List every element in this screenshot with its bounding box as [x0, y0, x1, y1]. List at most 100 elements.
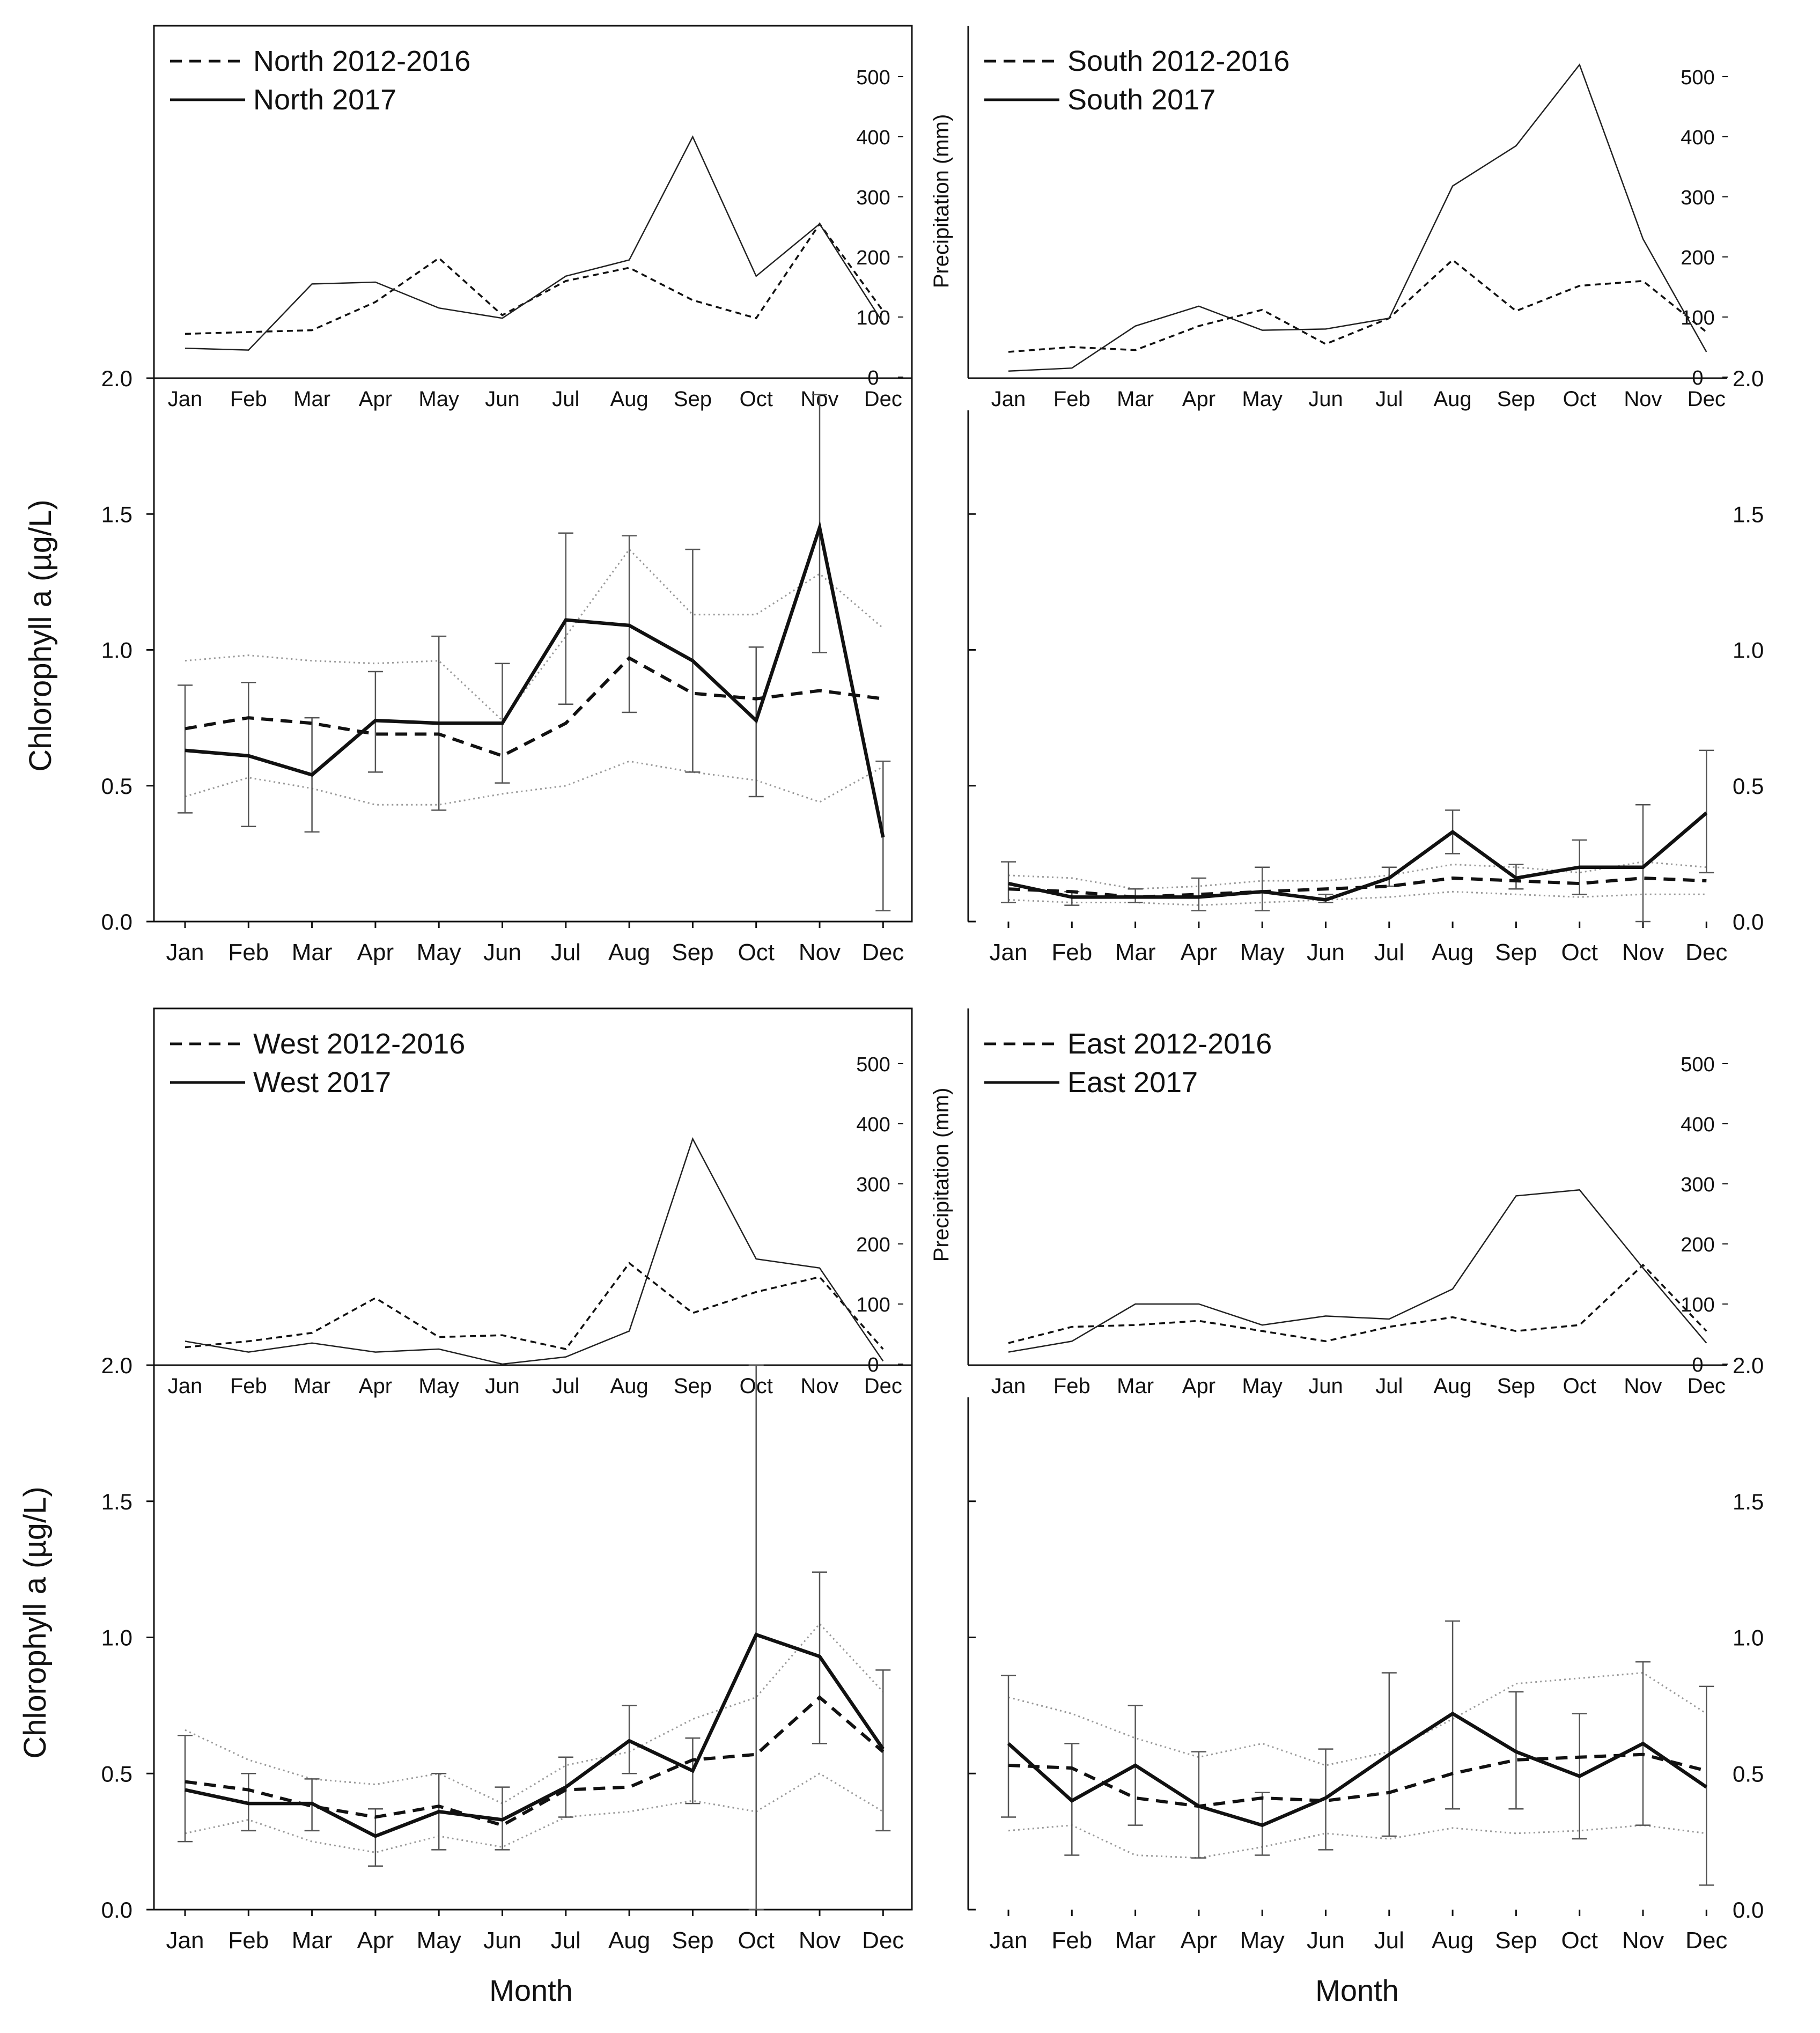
east-precip-xtick-label: Apr [1182, 1374, 1215, 1398]
west-legend-label: West 2012-2016 [253, 1028, 465, 1060]
east-precip-xtick-label: May [1242, 1374, 1283, 1398]
east-precip-xtick-label: Nov [1624, 1374, 1662, 1398]
east-chl-ytick-label: 0.5 [1733, 1761, 1764, 1786]
north-precip-xtick-label: May [418, 387, 459, 411]
west-precip-ytick-label: 500 [856, 1054, 890, 1076]
north-chl-ytick-label: 1.0 [101, 638, 132, 663]
south-precip-xtick-label: Mar [1117, 387, 1154, 411]
west-precip-xtick-label: May [418, 1374, 459, 1398]
west-precip-xtick-label: Jul [552, 1374, 579, 1398]
west-chl-2017-line [185, 1632, 885, 1838]
south-precip-xtick-label: Sep [1497, 387, 1535, 411]
north-precip-ytick-label: 100 [856, 307, 890, 329]
north-precip-ytick-label: 200 [856, 247, 890, 269]
east-chl-xtick-label: Aug [1432, 1927, 1473, 1954]
west-precip-xtick-label: Apr [359, 1374, 392, 1398]
east-precip-xtick-label: Oct [1563, 1374, 1596, 1398]
west-chl-xtick-label: Jul [551, 1927, 581, 1954]
west-chl-xtick-label: Mar [292, 1927, 333, 1954]
east-chl-xtick-label: Nov [1622, 1927, 1664, 1954]
west-chl-xtick-label: Nov [799, 1927, 841, 1954]
south-chl-xtick-label: Jul [1374, 939, 1404, 966]
south-precip-xtick-label: Jan [991, 387, 1026, 411]
south-chl-xtick-label: Apr [1181, 939, 1217, 966]
north-precip-ytick-label: 400 [856, 127, 890, 149]
south-precip-xtick-label: Apr [1182, 387, 1215, 411]
south-chl-xtick-label: Aug [1432, 939, 1473, 966]
west-precip-ytick-label: 300 [856, 1174, 890, 1196]
east-chl-ytick-label: 0.0 [1733, 1897, 1764, 1922]
west-precip-xtick-label: Jun [485, 1374, 520, 1398]
north-chl-ytick-label: 0.5 [101, 774, 132, 799]
east-precip-baseline-line [1008, 1263, 1707, 1344]
east-precip-xtick-label: Jan [991, 1374, 1026, 1398]
chl-ylabel-top: Chlorophyll a (µg/L) [23, 499, 58, 771]
south-precip-ytick-label: 300 [1681, 187, 1714, 209]
east-legend-label: East 2017 [1067, 1066, 1198, 1099]
west-precip-ytick-label: 400 [856, 1114, 890, 1136]
west-panel: 0.0 0.5 1.0 1.5 2.0 0 100 200 300 400 500 Jan Jan Feb… [101, 1007, 913, 1954]
north-precip-ytick-label: 300 [856, 187, 890, 209]
west-precip-xtick-label: Aug [610, 1374, 649, 1398]
south-chl-ytick-label: 2.0 [1733, 366, 1764, 391]
west-precip-xtick-label: Jan [168, 1374, 203, 1398]
south-panel: 0.0 0.5 1.0 1.5 2.0 0 100 200 300 400 500 Jan Jan Feb… [967, 26, 1764, 966]
north-precip-xtick-label: Jun [485, 387, 520, 411]
east-precip-xtick-label: Dec [1688, 1374, 1726, 1398]
south-chl-xtick-label: Nov [1622, 939, 1664, 966]
north-chl-band-upper [185, 548, 884, 722]
north-precip-ytick-label: 0 [867, 367, 879, 389]
north-precip-xtick-label: Oct [740, 387, 773, 411]
east-legend-label: East 2012-2016 [1067, 1028, 1272, 1060]
south-precip-ytick-label: 400 [1681, 127, 1714, 149]
west-precip-baseline-line [185, 1262, 884, 1350]
west-chl-xtick-label: Dec [862, 1927, 904, 1954]
south-chl-xtick-label: Jan [990, 939, 1028, 966]
south-chl-band-upper [1008, 861, 1707, 890]
south-chl-xtick-label: Sep [1495, 939, 1537, 966]
north-chl-xtick-label: Feb [228, 939, 269, 966]
east-chl-xtick-label: Dec [1685, 1927, 1727, 1954]
east-precip-xtick-label: Jul [1375, 1374, 1403, 1398]
north-chl-xtick-label: Dec [862, 939, 904, 966]
west-chl-ytick-label: 1.5 [101, 1489, 132, 1514]
south-chl-xtick-label: Dec [1685, 939, 1727, 966]
north-chl-xtick-label: Nov [799, 939, 841, 966]
north-panel: 0.0 0.5 1.0 1.5 2.0 0 100 200 300 400 500 Jan Jan Feb… [101, 25, 913, 966]
west-chl-xtick-label: Feb [228, 1927, 269, 1954]
west-chl-xtick-label: Sep [672, 1927, 713, 1954]
south-precip-xtick-label: Dec [1688, 387, 1726, 411]
west-chl-xtick-label: Jan [166, 1927, 204, 1954]
east-chl-ytick-label: 1.5 [1733, 1489, 1764, 1514]
north-precip-xtick-label: Jul [552, 387, 579, 411]
north-chl-xtick-label: Mar [292, 939, 333, 966]
north-chl-xtick-label: Jul [551, 939, 581, 966]
east-chl-xtick-label: May [1240, 1927, 1285, 1954]
north-chl-xtick-label: May [417, 939, 461, 966]
south-precip-ytick-label: 0 [1692, 367, 1703, 389]
east-precip-ytick-label: 0 [1692, 1354, 1703, 1376]
south-precip-ytick-label: 200 [1681, 247, 1714, 269]
west-precip-xtick-label: Dec [864, 1374, 902, 1398]
south-chl-ytick-label: 0.0 [1733, 909, 1764, 934]
south-precip-xtick-label: Jul [1375, 387, 1403, 411]
north-precip-ytick-label: 500 [856, 67, 890, 89]
north-precip-xtick-label: Feb [230, 387, 267, 411]
east-chl-xtick-label: Apr [1181, 1927, 1217, 1954]
west-chl-ytick-label: 0.0 [101, 1897, 132, 1922]
north-chl-xtick-label: Sep [672, 939, 713, 966]
north-plot-frame [153, 25, 913, 923]
north-chl-ytick-label: 2.0 [101, 366, 132, 391]
east-precip-xtick-label: Feb [1053, 1374, 1090, 1398]
south-chl-ytick-label: 0.5 [1733, 774, 1764, 799]
south-chl-ytick-label: 1.0 [1733, 638, 1764, 663]
east-chl-xtick-label: Sep [1495, 1927, 1537, 1954]
south-chl-ytick-label: 1.5 [1733, 502, 1764, 527]
west-legend-label: West 2017 [253, 1066, 391, 1099]
north-chl-xtick-label: Jun [483, 939, 521, 966]
chl-ylabel-bottom: Chlorophyll a (µg/L) [18, 1486, 53, 1758]
south-chl-xtick-label: Mar [1115, 939, 1156, 966]
south-chl-band-lower [1008, 890, 1707, 907]
west-chl-baseline-line [185, 1695, 885, 1827]
